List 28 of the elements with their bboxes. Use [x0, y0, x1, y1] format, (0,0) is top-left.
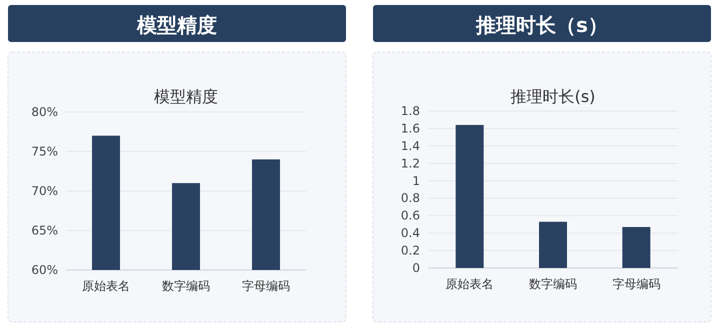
x-tick-label: 原始表名 — [446, 277, 494, 291]
y-tick-label: 0.6 — [400, 208, 420, 223]
x-tick-label: 字母编码 — [612, 277, 660, 291]
y-tick-label: 1.8 — [400, 104, 420, 118]
chart-title: 模型精度 — [136, 13, 217, 37]
y-tick-label: 65% — [31, 224, 58, 238]
y-tick-label: 0.2 — [400, 244, 420, 258]
y-tick-label: 1.2 — [400, 156, 420, 170]
y-tick-label: 80% — [31, 105, 58, 119]
y-tick-label: 1.4 — [400, 138, 420, 153]
y-tick-label: 1.6 — [400, 121, 420, 136]
x-tick-label: 数字编码 — [529, 277, 577, 291]
chart-title: 推理时长（s） — [475, 13, 608, 37]
y-tick-label: 0.8 — [400, 191, 420, 206]
bar — [622, 227, 650, 268]
y-tick-label: 60% — [31, 263, 58, 277]
bar — [539, 222, 567, 268]
chart-subtitle: 模型精度 — [154, 87, 218, 106]
x-tick-label: 字母编码 — [242, 279, 290, 293]
bar — [456, 124, 484, 268]
y-tick-label: 75% — [31, 144, 58, 158]
y-tick-label: 1 — [412, 174, 420, 188]
y-tick-label: 70% — [31, 184, 58, 198]
x-tick-label: 数字编码 — [162, 279, 210, 293]
y-tick-label: 0 — [412, 261, 420, 275]
y-tick-label: 0.4 — [400, 226, 420, 240]
x-tick-label: 原始表名 — [82, 279, 130, 293]
chart-subtitle: 推理时长(s) — [510, 87, 596, 106]
